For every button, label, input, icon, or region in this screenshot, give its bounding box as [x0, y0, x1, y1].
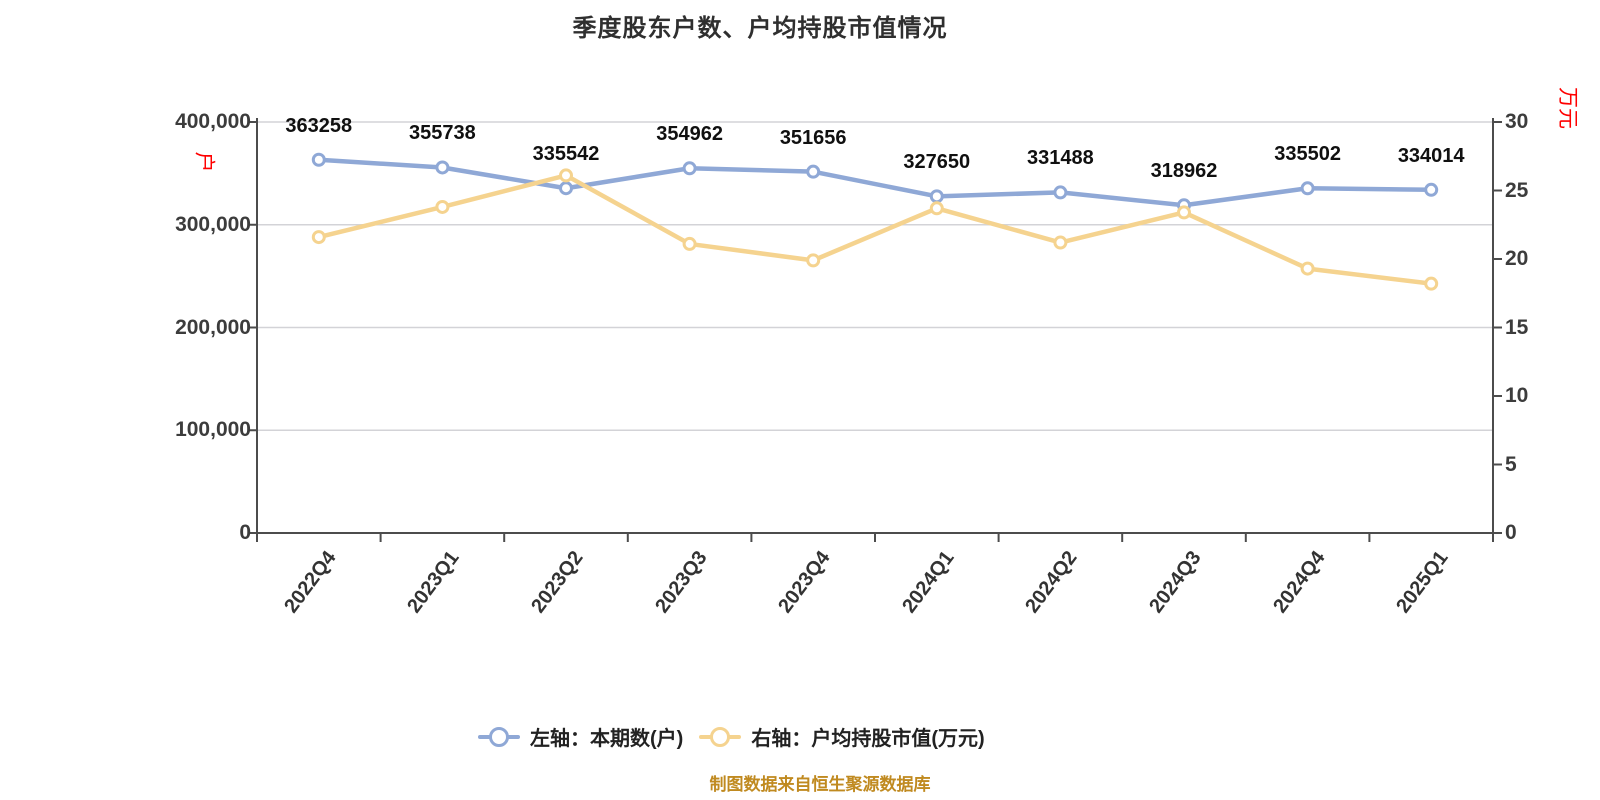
data-point-marker[interactable]	[1177, 205, 1191, 220]
y-axis-right-tick-label: 5	[1505, 452, 1517, 476]
right-axis-unit-label: 万元	[1556, 87, 1579, 129]
data-point-marker[interactable]	[311, 152, 326, 167]
y-axis-right-tick-label: 15	[1505, 315, 1529, 339]
data-point-value-label: 354962	[656, 123, 723, 146]
data-point-marker[interactable]	[435, 199, 450, 214]
legend-label-left-series: 左轴：本期数(户)	[530, 728, 684, 750]
legend-item-right-series[interactable]: 右轴：户均持股市值(万元)	[699, 722, 985, 751]
legend-marker-dot-icon	[710, 726, 731, 747]
data-point-marker[interactable]	[929, 189, 944, 204]
data-point-marker[interactable]	[1300, 181, 1315, 196]
data-point-value-label: 351656	[779, 126, 847, 149]
data-point-marker[interactable]	[435, 160, 450, 175]
legend-item-left-series[interactable]: 左轴：本期数(户)	[478, 722, 683, 751]
data-point-value-label: 335542	[532, 143, 600, 166]
y-axis-right-tick-label: 25	[1505, 178, 1529, 202]
y-axis-left-tick-label: 300,000	[175, 212, 251, 236]
data-point-marker[interactable]	[1053, 185, 1068, 200]
legend-label-right-series: 右轴：户均持股市值(万元)	[751, 728, 985, 750]
data-point-value-label: 331488	[1027, 147, 1094, 170]
data-point-value-label: 363258	[285, 114, 353, 137]
y-axis-left-tick-label: 100,000	[175, 418, 251, 442]
data-point-marker[interactable]	[559, 181, 573, 196]
legend: 左轴：本期数(户) 右轴：户均持股市值(万元)	[478, 722, 985, 751]
legend-marker-line-icon	[699, 726, 742, 747]
data-point-marker[interactable]	[806, 164, 821, 179]
data-point-marker[interactable]	[1424, 276, 1439, 291]
data-point-marker[interactable]	[1424, 182, 1439, 197]
y-axis-left-tick-label: 400,000	[175, 110, 251, 133]
data-point-marker[interactable]	[682, 236, 697, 251]
y-axis-left-tick-label: 200,000	[175, 315, 251, 339]
legend-marker-line-icon	[478, 726, 520, 747]
y-axis-right-tick-label: 30	[1505, 110, 1529, 133]
data-point-value-label: 355738	[409, 122, 476, 145]
data-point-marker[interactable]	[929, 201, 944, 216]
data-point-marker[interactable]	[559, 168, 573, 183]
data-point-marker[interactable]	[1053, 235, 1068, 250]
data-point-value-label: 334014	[1397, 144, 1465, 167]
series-line-0	[316, 157, 1434, 208]
chart-title: 季度股东户数、户均持股市值情况	[572, 15, 948, 42]
data-point-marker[interactable]	[806, 253, 821, 268]
left-axis-unit-label: 户	[192, 151, 216, 173]
y-axis-right-tick-label: 20	[1505, 247, 1529, 270]
y-axis-left-tick-label: 0	[239, 521, 251, 544]
legend-marker-dot-icon	[489, 726, 509, 747]
data-point-marker[interactable]	[1300, 261, 1315, 276]
data-point-value-label: 327650	[903, 151, 971, 174]
y-axis-right-tick-label: 0	[1505, 521, 1517, 544]
y-axis-right-tick-label: 10	[1505, 384, 1529, 407]
series-line-1	[316, 173, 1434, 286]
data-source-note: 制图数据来自恒生聚源数据库	[709, 775, 931, 794]
data-point-marker[interactable]	[682, 161, 697, 176]
data-point-value-label: 318962	[1150, 160, 1218, 183]
data-point-marker[interactable]	[311, 230, 326, 245]
data-point-value-label: 335502	[1274, 143, 1341, 166]
